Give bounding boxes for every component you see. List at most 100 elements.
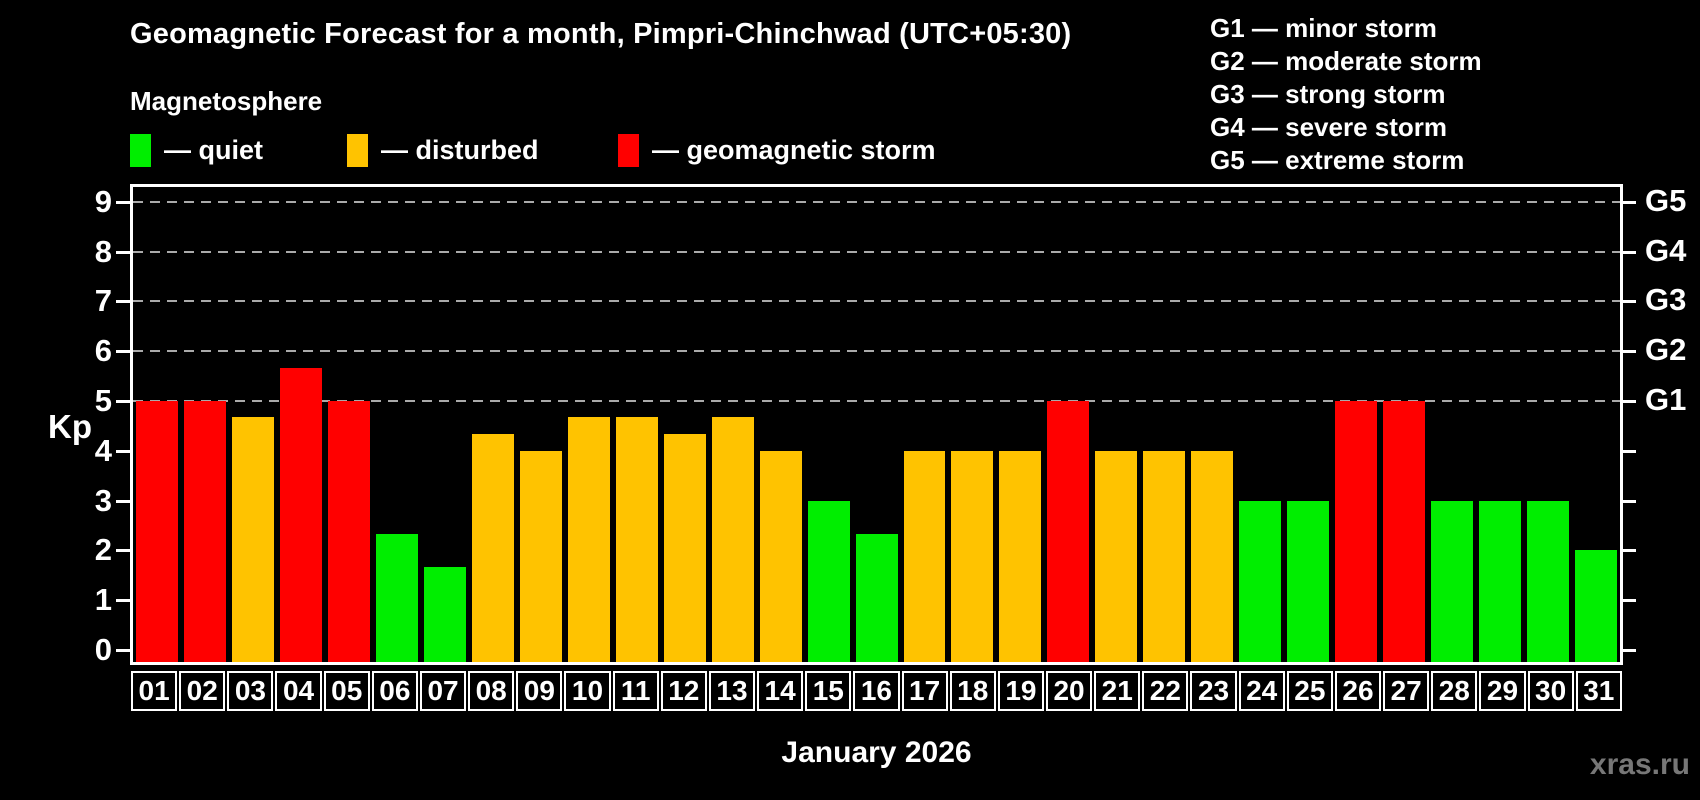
kp-bar-day-31 xyxy=(1575,550,1618,662)
tick-right-mark-4 xyxy=(1621,449,1636,453)
y-tick-label-2: 2 xyxy=(94,532,112,568)
x-axis-label: January 2026 xyxy=(781,736,972,769)
date-cell-09: 09 xyxy=(516,671,563,711)
kp-bar-day-18 xyxy=(951,450,994,662)
watermark: xras.ru xyxy=(1589,748,1690,781)
bar-color-legend: — quiet — disturbed — geomagnetic storm xyxy=(0,133,1700,167)
tick-left-mark-3 xyxy=(116,499,130,503)
bar-slot-26 xyxy=(1332,187,1380,662)
tick-left-mark-7 xyxy=(116,300,130,304)
tick-left-mark-6 xyxy=(116,350,130,354)
date-axis: 01 02 03 04 05 06 07 08 09 10 11 12 13 14 15 16 17 18 19 20… xyxy=(130,671,1623,711)
date-cell-15: 15 xyxy=(805,671,852,711)
date-cell-08: 08 xyxy=(468,671,515,711)
quiet-color-swatch xyxy=(130,133,151,167)
kp-bar-day-20 xyxy=(1047,401,1090,662)
date-cell-27: 27 xyxy=(1383,671,1430,711)
date-cell-13: 13 xyxy=(708,671,756,711)
tick-right-mark-8 xyxy=(1621,250,1636,254)
tick-left-mark-2 xyxy=(116,549,130,553)
y-tick-label-0: 0 xyxy=(94,632,112,667)
date-cell-22: 22 xyxy=(1142,671,1189,711)
quiet-label: — quiet xyxy=(164,134,263,165)
kp-bar-day-29 xyxy=(1479,500,1522,662)
date-cell-03: 03 xyxy=(227,671,274,711)
date-cell-02: 02 xyxy=(179,671,226,711)
kp-bar-day-28 xyxy=(1431,500,1474,662)
legend-item-storm: — geomagnetic storm xyxy=(618,133,936,167)
legend-item-quiet: — quiet xyxy=(130,133,263,167)
bar-slot-27 xyxy=(1380,187,1428,662)
kp-bar-day-25 xyxy=(1287,500,1330,662)
date-cell-05: 05 xyxy=(323,671,370,711)
date-cell-16: 16 xyxy=(853,671,900,711)
y-tick-label-3: 3 xyxy=(94,482,112,518)
date-cell-20: 20 xyxy=(1045,671,1093,711)
y-tick-label-7: 7 xyxy=(94,283,112,319)
y-axis-label: Kp xyxy=(48,408,92,445)
g-scale-legend-line-4: G4 — severe storm xyxy=(1210,112,1448,142)
right-axis-label-g1: G1 xyxy=(1645,382,1687,417)
legend-item-disturbed: — disturbed xyxy=(347,133,539,167)
tick-right-mark-7 xyxy=(1621,300,1636,304)
kp-bar-day-22 xyxy=(1143,450,1186,662)
kp-bar-day-14 xyxy=(759,450,802,662)
gridline-g1 xyxy=(133,400,1620,402)
kp-bar-day-08 xyxy=(471,434,514,662)
kp-bar-day-09 xyxy=(519,450,562,662)
kp-bar-day-03 xyxy=(231,417,274,662)
bar-slot-01 xyxy=(133,187,181,662)
y-tick-label-8: 8 xyxy=(94,233,112,269)
date-cell-10: 10 xyxy=(564,671,611,711)
bar-slot-11 xyxy=(613,187,661,662)
kp-bar-day-15 xyxy=(807,500,850,662)
storm-color-swatch xyxy=(618,133,639,167)
bar-slot-09 xyxy=(517,187,565,662)
kp-bar-day-11 xyxy=(615,417,658,662)
kp-bar-day-30 xyxy=(1527,500,1570,662)
kp-bar-day-21 xyxy=(1095,450,1138,662)
bar-slot-29 xyxy=(1476,187,1524,662)
date-cell-25: 25 xyxy=(1286,671,1333,711)
bar-slot-22 xyxy=(1140,187,1188,662)
bar-slot-31 xyxy=(1572,187,1620,662)
bar-slot-30 xyxy=(1524,187,1572,662)
kp-bar-day-01 xyxy=(136,401,178,662)
date-cell-31: 31 xyxy=(1575,671,1622,711)
tick-right-mark-3 xyxy=(1621,499,1636,503)
tick-right-mark-5 xyxy=(1621,400,1636,403)
right-axis-label-g3: G3 xyxy=(1645,282,1687,318)
bar-slot-03 xyxy=(229,187,277,662)
g-scale-legend-line-3: G3 — strong storm xyxy=(1210,79,1446,109)
tick-right-mark-6 xyxy=(1621,350,1636,354)
kp-bar-day-12 xyxy=(663,434,706,662)
kp-bar-day-27 xyxy=(1383,401,1426,662)
bar-slot-23 xyxy=(1188,187,1236,662)
kp-bar-day-26 xyxy=(1335,401,1378,662)
g-scale-legend: G1 — minor storm G2 — moderate storm G3 — … xyxy=(1210,12,1482,177)
date-cell-29: 29 xyxy=(1479,671,1526,711)
date-cell-19: 19 xyxy=(997,671,1044,711)
date-cell-23: 23 xyxy=(1190,671,1237,711)
right-axis-label-g5: G5 xyxy=(1645,182,1687,218)
bar-slot-15 xyxy=(805,187,853,662)
kp-bar-day-02 xyxy=(183,401,226,662)
kp-bar-day-24 xyxy=(1239,500,1282,662)
bar-slot-28 xyxy=(1428,187,1476,662)
disturbed-label: — disturbed xyxy=(381,134,539,165)
bar-slot-12 xyxy=(661,187,709,662)
date-cell-30: 30 xyxy=(1527,671,1574,711)
y-tick-label-1: 1 xyxy=(94,582,112,618)
plot-area xyxy=(130,184,1623,665)
date-cell-21: 21 xyxy=(1094,671,1141,711)
bar-slot-24 xyxy=(1236,187,1284,662)
bar-slot-08 xyxy=(469,187,517,662)
tick-left-mark-5 xyxy=(116,400,130,403)
gridline-g5 xyxy=(133,200,1620,203)
bar-slot-21 xyxy=(1092,187,1140,662)
date-cell-28: 28 xyxy=(1431,671,1478,711)
storm-label: — geomagnetic storm xyxy=(652,134,936,165)
tick-right-mark-1 xyxy=(1621,599,1636,603)
date-cell-17: 17 xyxy=(901,671,948,711)
